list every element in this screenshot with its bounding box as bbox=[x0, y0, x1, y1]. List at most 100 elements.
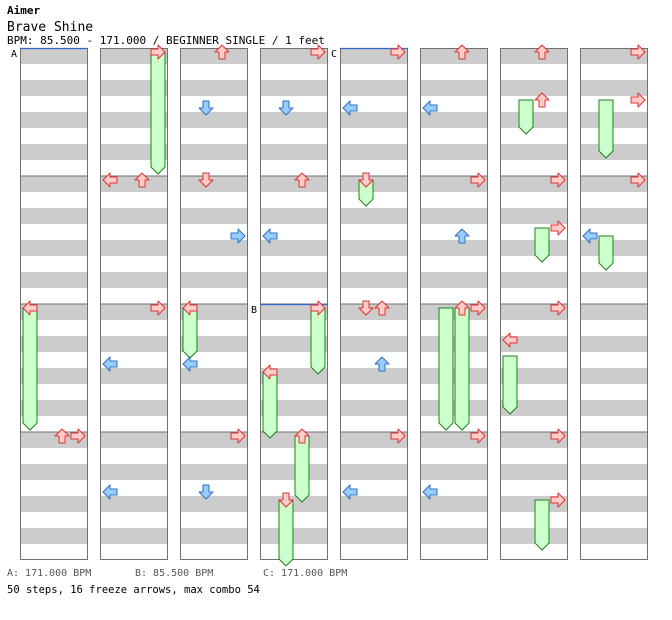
left-arrow-icon bbox=[262, 364, 278, 380]
beat-band bbox=[260, 496, 328, 512]
right-arrow-icon bbox=[150, 44, 166, 60]
beat-band bbox=[420, 80, 488, 96]
left-arrow-icon bbox=[502, 332, 518, 348]
left-arrow-icon bbox=[102, 484, 118, 500]
beat-band bbox=[100, 400, 168, 416]
chart-summary: 50 steps, 16 freeze arrows, max combo 54 bbox=[7, 584, 260, 596]
beat-band bbox=[420, 496, 488, 512]
beat-band bbox=[100, 464, 168, 480]
down-arrow-icon bbox=[358, 300, 374, 316]
beat-band bbox=[340, 496, 408, 512]
freeze-arrow bbox=[454, 307, 470, 431]
right-arrow-icon bbox=[630, 44, 646, 60]
beat-band bbox=[20, 496, 88, 512]
beat-band bbox=[260, 240, 328, 256]
down-arrow-icon bbox=[278, 100, 294, 116]
beat-band bbox=[180, 368, 248, 384]
up-arrow-icon bbox=[454, 300, 470, 316]
beat-band bbox=[340, 176, 408, 192]
beat-band bbox=[500, 528, 568, 544]
beat-band bbox=[100, 496, 168, 512]
beat-band bbox=[420, 272, 488, 288]
right-arrow-icon bbox=[470, 172, 486, 188]
up-arrow-icon bbox=[454, 44, 470, 60]
left-arrow-icon bbox=[582, 228, 598, 244]
right-arrow-icon bbox=[470, 428, 486, 444]
beat-band bbox=[340, 240, 408, 256]
beat-band bbox=[180, 112, 248, 128]
beat-band bbox=[420, 528, 488, 544]
bpm-marker-label: B bbox=[251, 305, 257, 316]
chart-column bbox=[580, 48, 648, 560]
beat-band bbox=[20, 80, 88, 96]
right-arrow-icon bbox=[310, 300, 326, 316]
beat-band bbox=[340, 272, 408, 288]
left-arrow-icon bbox=[102, 172, 118, 188]
up-arrow-icon bbox=[454, 228, 470, 244]
left-arrow-icon bbox=[102, 356, 118, 372]
left-arrow-icon bbox=[182, 300, 198, 316]
beat-band bbox=[20, 272, 88, 288]
beat-band bbox=[580, 528, 648, 544]
beat-band bbox=[100, 272, 168, 288]
up-arrow-icon bbox=[374, 356, 390, 372]
step-chart: A B C bbox=[11, 44, 648, 566]
beat-band bbox=[20, 176, 88, 192]
up-arrow-icon bbox=[534, 92, 550, 108]
beat-band bbox=[420, 464, 488, 480]
down-arrow-icon bbox=[198, 100, 214, 116]
beat-band bbox=[260, 464, 328, 480]
bpm-marker-label: C bbox=[331, 49, 337, 60]
column-border bbox=[500, 48, 568, 560]
beat-band bbox=[500, 240, 568, 256]
artist-name: Aimer bbox=[7, 4, 41, 17]
right-arrow-icon bbox=[550, 492, 566, 508]
up-arrow-icon bbox=[294, 172, 310, 188]
left-arrow-icon bbox=[342, 484, 358, 500]
left-arrow-icon bbox=[422, 100, 438, 116]
beat-band bbox=[180, 208, 248, 224]
beat-band bbox=[340, 304, 408, 320]
beat-band bbox=[500, 48, 568, 64]
bpm-marker-label: A bbox=[11, 49, 17, 60]
beat-band bbox=[580, 336, 648, 352]
beat-band bbox=[340, 208, 408, 224]
beat-band bbox=[500, 112, 568, 128]
right-arrow-icon bbox=[230, 428, 246, 444]
freeze-arrow bbox=[438, 307, 454, 431]
beat-band bbox=[20, 528, 88, 544]
right-arrow-icon bbox=[630, 92, 646, 108]
left-arrow-icon bbox=[22, 300, 38, 316]
beat-band bbox=[420, 144, 488, 160]
freeze-arrow bbox=[518, 99, 534, 135]
beat-band bbox=[260, 176, 328, 192]
beat-band bbox=[260, 80, 328, 96]
beat-band bbox=[500, 80, 568, 96]
beat-band bbox=[260, 528, 328, 544]
down-arrow-icon bbox=[278, 492, 294, 508]
beat-band bbox=[580, 464, 648, 480]
beat-band bbox=[340, 400, 408, 416]
chart-column bbox=[340, 48, 408, 560]
left-arrow-icon bbox=[262, 228, 278, 244]
beat-band bbox=[340, 528, 408, 544]
freeze-arrow bbox=[294, 435, 310, 503]
beat-band bbox=[500, 208, 568, 224]
right-arrow-icon bbox=[310, 44, 326, 60]
chart-column bbox=[260, 48, 328, 560]
freeze-arrow bbox=[534, 499, 550, 551]
right-arrow-icon bbox=[150, 300, 166, 316]
freeze-arrow bbox=[502, 355, 518, 415]
beat-band bbox=[580, 400, 648, 416]
down-arrow-icon bbox=[198, 172, 214, 188]
down-arrow-icon bbox=[358, 172, 374, 188]
beat-band bbox=[340, 464, 408, 480]
beat-band bbox=[20, 112, 88, 128]
up-arrow-icon bbox=[374, 300, 390, 316]
up-arrow-icon bbox=[134, 172, 150, 188]
freeze-arrow bbox=[262, 371, 278, 439]
right-arrow-icon bbox=[390, 428, 406, 444]
beat-band bbox=[580, 432, 648, 448]
beat-band bbox=[20, 48, 88, 64]
freeze-arrow bbox=[22, 307, 38, 431]
